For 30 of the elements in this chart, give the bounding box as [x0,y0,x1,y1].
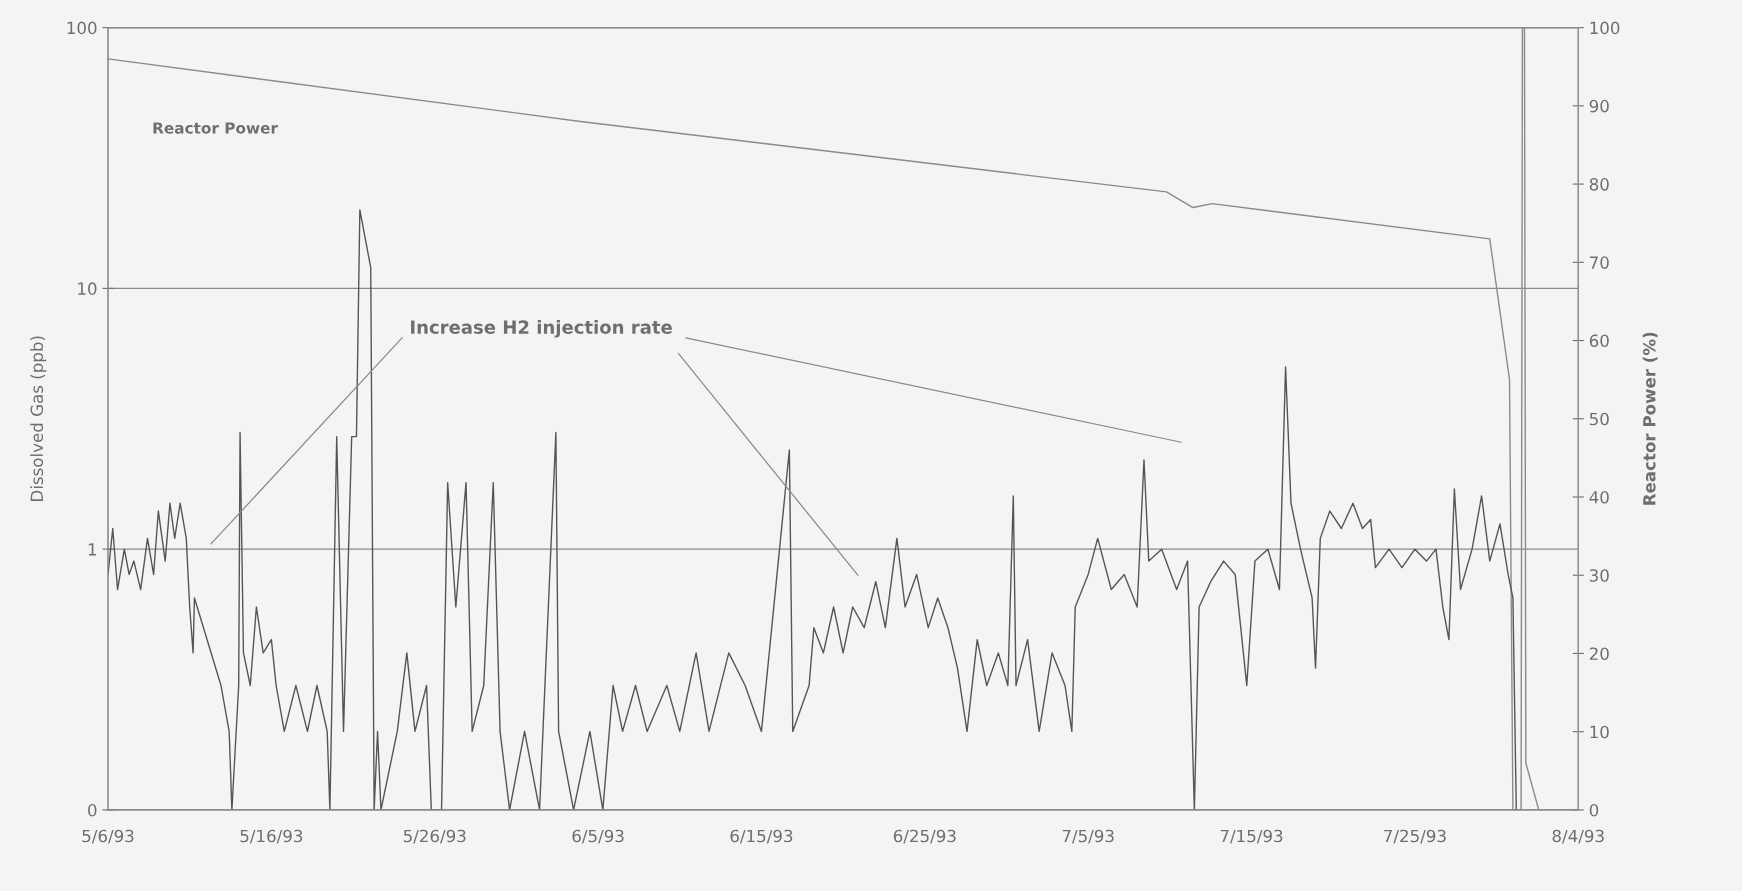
x-tick-label: 6/5/93 [572,829,624,844]
y2-tick-label: 50 [1589,412,1609,426]
y2-tick-label: 0 [1589,803,1599,817]
y2-tick-label: 40 [1589,490,1609,504]
y2-tick-label: 80 [1589,178,1609,191]
text: Reactor Power [153,122,278,134]
x-tick-label: 5/26/93 [403,829,466,844]
x-tick-label: 5/6/93 [82,829,134,844]
x-tick-label: 6/15/93 [730,829,793,844]
y-tick-label: 10 [78,282,97,295]
y-tick-label: 0 [88,803,97,817]
y2-tick-label: 60 [1589,334,1609,348]
y2-axis-title: Reactor Power (%) [1642,332,1658,505]
line-series [108,209,1518,810]
annotation: Increase H2 injection rate [411,320,672,338]
y2-tick-label: 30 [1589,569,1609,582]
x-tick-label: 7/25/93 [1384,829,1446,844]
x-tick-label: 7/5/93 [1062,829,1114,844]
y2-tick-label: 90 [1589,99,1609,113]
x-tick-label: 5/16/93 [240,829,303,844]
y2-tick-label: 100 [1590,21,1620,35]
x-tick-label: 7/15/93 [1220,829,1283,844]
y-axis-title: Dissolved Gas (ppb) [30,336,47,501]
y-tick-label: 1 [88,543,97,556]
x-tick-label: 6/25/93 [893,829,956,844]
y2-tick-label: 20 [1589,647,1609,661]
x-tick-label: 8/4/93 [1552,829,1604,844]
y2-tick-label: 10 [1590,725,1609,739]
y-tick-label: 100 [67,21,97,35]
y2-tick-label: 70 [1590,256,1609,269]
